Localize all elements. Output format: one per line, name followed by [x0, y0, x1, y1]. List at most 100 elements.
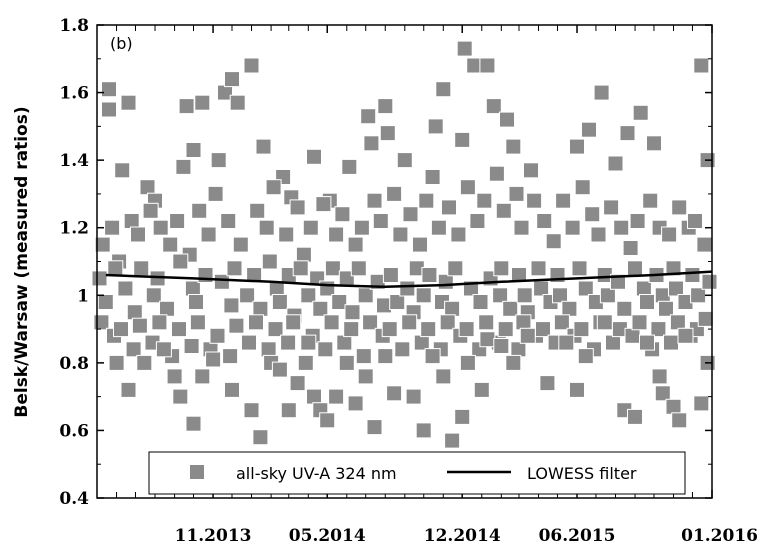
data-point	[243, 57, 260, 74]
data-point	[493, 260, 510, 277]
data-point	[229, 94, 246, 111]
data-point	[228, 317, 245, 334]
x-tick-label: 05.2014	[289, 526, 366, 546]
data-point	[357, 287, 374, 304]
data-point	[558, 334, 575, 351]
data-point	[210, 152, 227, 169]
data-point	[473, 381, 490, 398]
data-point	[133, 260, 150, 277]
data-point	[151, 314, 168, 331]
data-point	[693, 57, 710, 74]
data-point	[295, 246, 312, 263]
legend-box	[148, 451, 686, 495]
data-point	[209, 327, 226, 344]
data-point	[402, 206, 419, 223]
data-point	[539, 375, 556, 392]
data-point	[631, 314, 648, 331]
data-point	[338, 354, 355, 371]
data-point	[278, 226, 295, 243]
data-point	[665, 260, 682, 277]
data-point	[166, 368, 183, 385]
data-point	[627, 408, 643, 425]
data-point	[435, 81, 452, 98]
data-point	[355, 348, 372, 365]
data-point	[159, 300, 175, 317]
data-point	[454, 131, 471, 148]
lowess-line	[105, 270, 713, 289]
data-point	[353, 219, 370, 236]
data-point	[533, 280, 550, 297]
data-point	[569, 381, 585, 398]
data-point	[389, 294, 406, 310]
data-point	[347, 395, 364, 412]
data-point	[226, 260, 243, 277]
data-point	[188, 294, 204, 310]
data-point	[130, 226, 146, 243]
data-point	[581, 121, 597, 138]
data-point	[319, 280, 336, 297]
data-point	[185, 142, 202, 158]
legend-label-scatter: all-sky UV-A 324 nm	[236, 464, 397, 483]
data-point	[635, 280, 652, 297]
data-point	[183, 338, 200, 354]
legend-marker-square	[190, 465, 204, 479]
data-point	[684, 267, 701, 283]
data-point	[271, 361, 288, 378]
data-point	[232, 236, 249, 253]
data-point	[651, 368, 668, 385]
data-point	[224, 381, 240, 398]
data-point	[569, 138, 585, 155]
data-point	[315, 196, 332, 213]
data-point	[289, 375, 306, 392]
y-tick-label: 1	[77, 286, 89, 306]
data-point	[255, 138, 272, 155]
data-point	[152, 219, 169, 236]
data-point	[265, 179, 282, 196]
data-point	[571, 260, 588, 277]
data-point	[665, 398, 682, 415]
y-tick-label: 1.8	[59, 16, 89, 36]
data-point	[289, 199, 306, 216]
data-point	[239, 287, 256, 304]
data-point	[437, 273, 454, 290]
data-point	[336, 334, 353, 351]
data-point	[447, 260, 464, 277]
data-point	[162, 236, 179, 253]
data-point	[519, 327, 536, 344]
data-point	[693, 395, 710, 412]
data-point	[424, 169, 441, 185]
data-point	[101, 101, 117, 118]
data-point	[323, 314, 340, 331]
data-point	[613, 219, 630, 236]
data-point	[120, 381, 137, 398]
data-point	[114, 162, 131, 179]
data-point	[357, 368, 374, 385]
data-point	[671, 412, 688, 429]
data-point	[584, 206, 601, 223]
data-point	[399, 280, 416, 297]
data-point	[142, 202, 159, 219]
data-point	[405, 388, 422, 405]
data-point	[362, 314, 379, 331]
data-point	[701, 273, 718, 290]
data-point	[386, 385, 403, 402]
data-point	[690, 287, 707, 304]
data-point	[523, 162, 539, 179]
data-point	[650, 321, 667, 338]
data-point	[344, 304, 361, 321]
data-point	[113, 321, 129, 338]
data-point	[444, 300, 461, 317]
data-point	[439, 314, 456, 331]
data-point	[671, 199, 688, 216]
data-point	[139, 179, 156, 196]
scatter-points	[91, 40, 718, 449]
data-point	[319, 412, 336, 429]
data-point	[331, 294, 348, 310]
data-point	[577, 280, 594, 297]
data-point	[260, 341, 277, 358]
data-point	[639, 294, 655, 310]
data-point	[145, 287, 162, 304]
data-point	[125, 341, 142, 358]
panel-label: (b)	[110, 34, 133, 53]
